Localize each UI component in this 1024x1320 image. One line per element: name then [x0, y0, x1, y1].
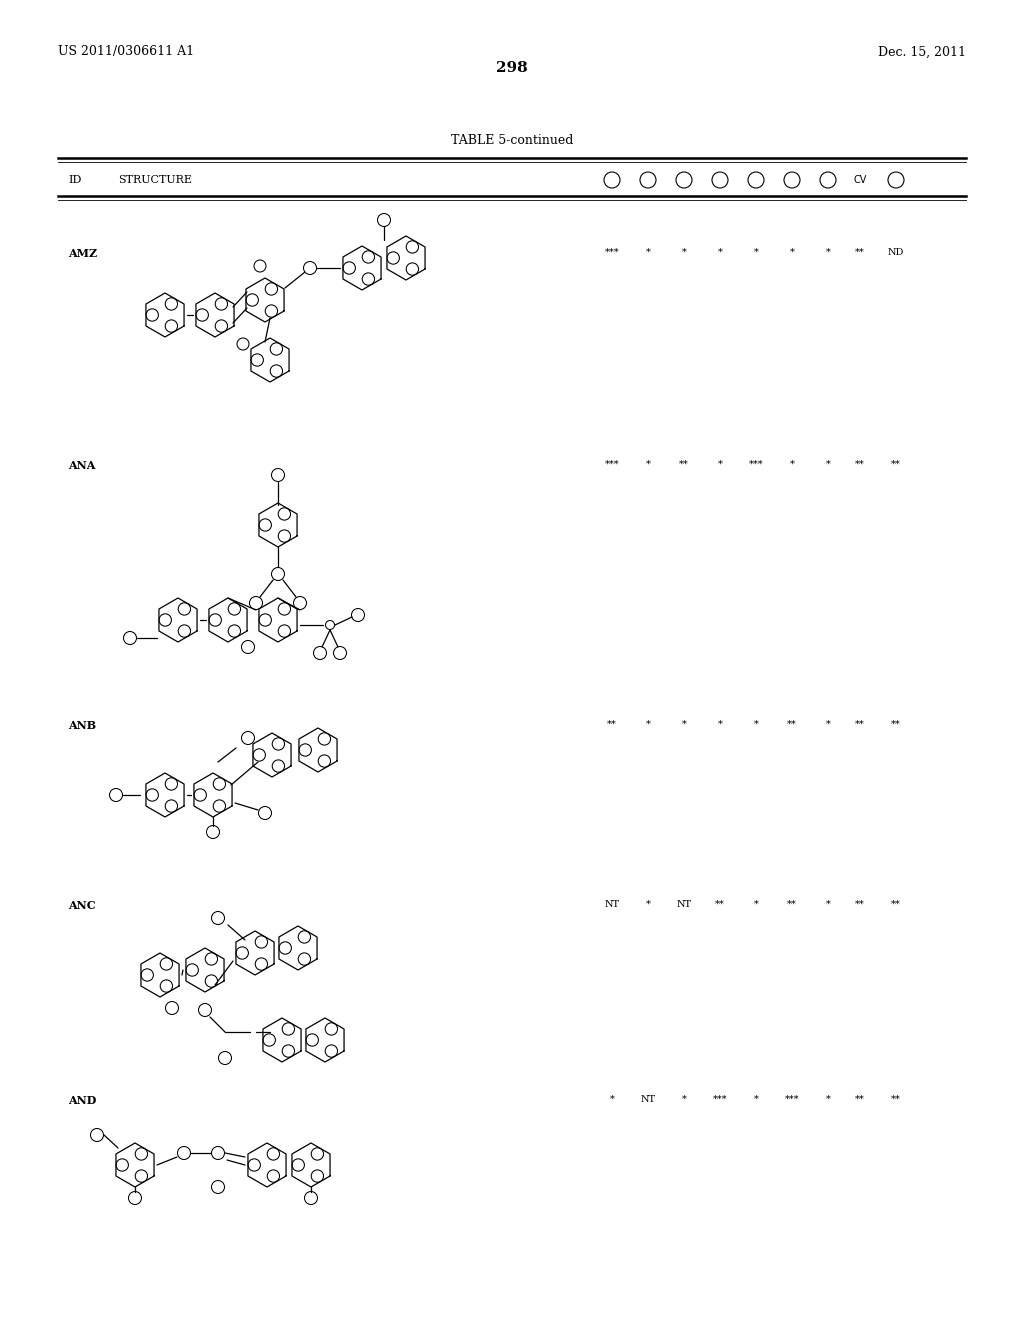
Text: **: **: [891, 719, 901, 729]
Text: **: **: [679, 459, 689, 469]
Text: ***: ***: [605, 459, 620, 469]
Text: *: *: [682, 1096, 686, 1104]
Text: TABLE 5-continued: TABLE 5-continued: [451, 133, 573, 147]
Text: STRUCTURE: STRUCTURE: [118, 176, 193, 185]
Text: *: *: [825, 459, 830, 469]
Text: *: *: [790, 248, 795, 257]
Text: **: **: [787, 900, 797, 909]
Text: **: **: [891, 459, 901, 469]
Text: *: *: [754, 719, 759, 729]
Text: **: **: [715, 900, 725, 909]
Text: *: *: [718, 248, 723, 257]
Text: NT: NT: [604, 900, 620, 909]
Text: *: *: [718, 719, 723, 729]
Text: ID: ID: [68, 176, 81, 185]
Text: *: *: [825, 1096, 830, 1104]
Text: ND: ND: [888, 248, 904, 257]
Text: ANB: ANB: [68, 719, 96, 731]
Text: *: *: [609, 1096, 614, 1104]
Text: *: *: [754, 1096, 759, 1104]
Text: Dec. 15, 2011: Dec. 15, 2011: [878, 45, 966, 58]
Text: **: **: [855, 459, 865, 469]
Text: AND: AND: [68, 1096, 96, 1106]
Text: *: *: [825, 719, 830, 729]
Text: ANC: ANC: [68, 900, 95, 911]
Text: **: **: [855, 1096, 865, 1104]
Text: *: *: [754, 248, 759, 257]
Text: US 2011/0306611 A1: US 2011/0306611 A1: [58, 45, 195, 58]
Text: *: *: [682, 719, 686, 729]
Text: *: *: [682, 248, 686, 257]
Text: ***: ***: [605, 248, 620, 257]
Text: ***: ***: [749, 459, 763, 469]
Text: NT: NT: [677, 900, 691, 909]
Text: **: **: [787, 719, 797, 729]
Text: *: *: [718, 459, 723, 469]
Text: ANA: ANA: [68, 459, 95, 471]
Text: **: **: [891, 900, 901, 909]
Text: 298: 298: [496, 61, 528, 75]
Text: *: *: [645, 900, 650, 909]
Text: *: *: [754, 900, 759, 909]
Text: *: *: [645, 248, 650, 257]
Text: *: *: [645, 459, 650, 469]
Text: *: *: [825, 248, 830, 257]
Text: **: **: [891, 1096, 901, 1104]
Text: CV: CV: [853, 176, 866, 185]
Text: *: *: [645, 719, 650, 729]
Text: **: **: [855, 248, 865, 257]
Text: ***: ***: [784, 1096, 800, 1104]
Text: AMZ: AMZ: [68, 248, 97, 259]
Text: *: *: [825, 900, 830, 909]
Text: *: *: [790, 459, 795, 469]
Text: **: **: [855, 900, 865, 909]
Text: **: **: [855, 719, 865, 729]
Text: NT: NT: [640, 1096, 655, 1104]
Text: **: **: [607, 719, 616, 729]
Text: ***: ***: [713, 1096, 727, 1104]
